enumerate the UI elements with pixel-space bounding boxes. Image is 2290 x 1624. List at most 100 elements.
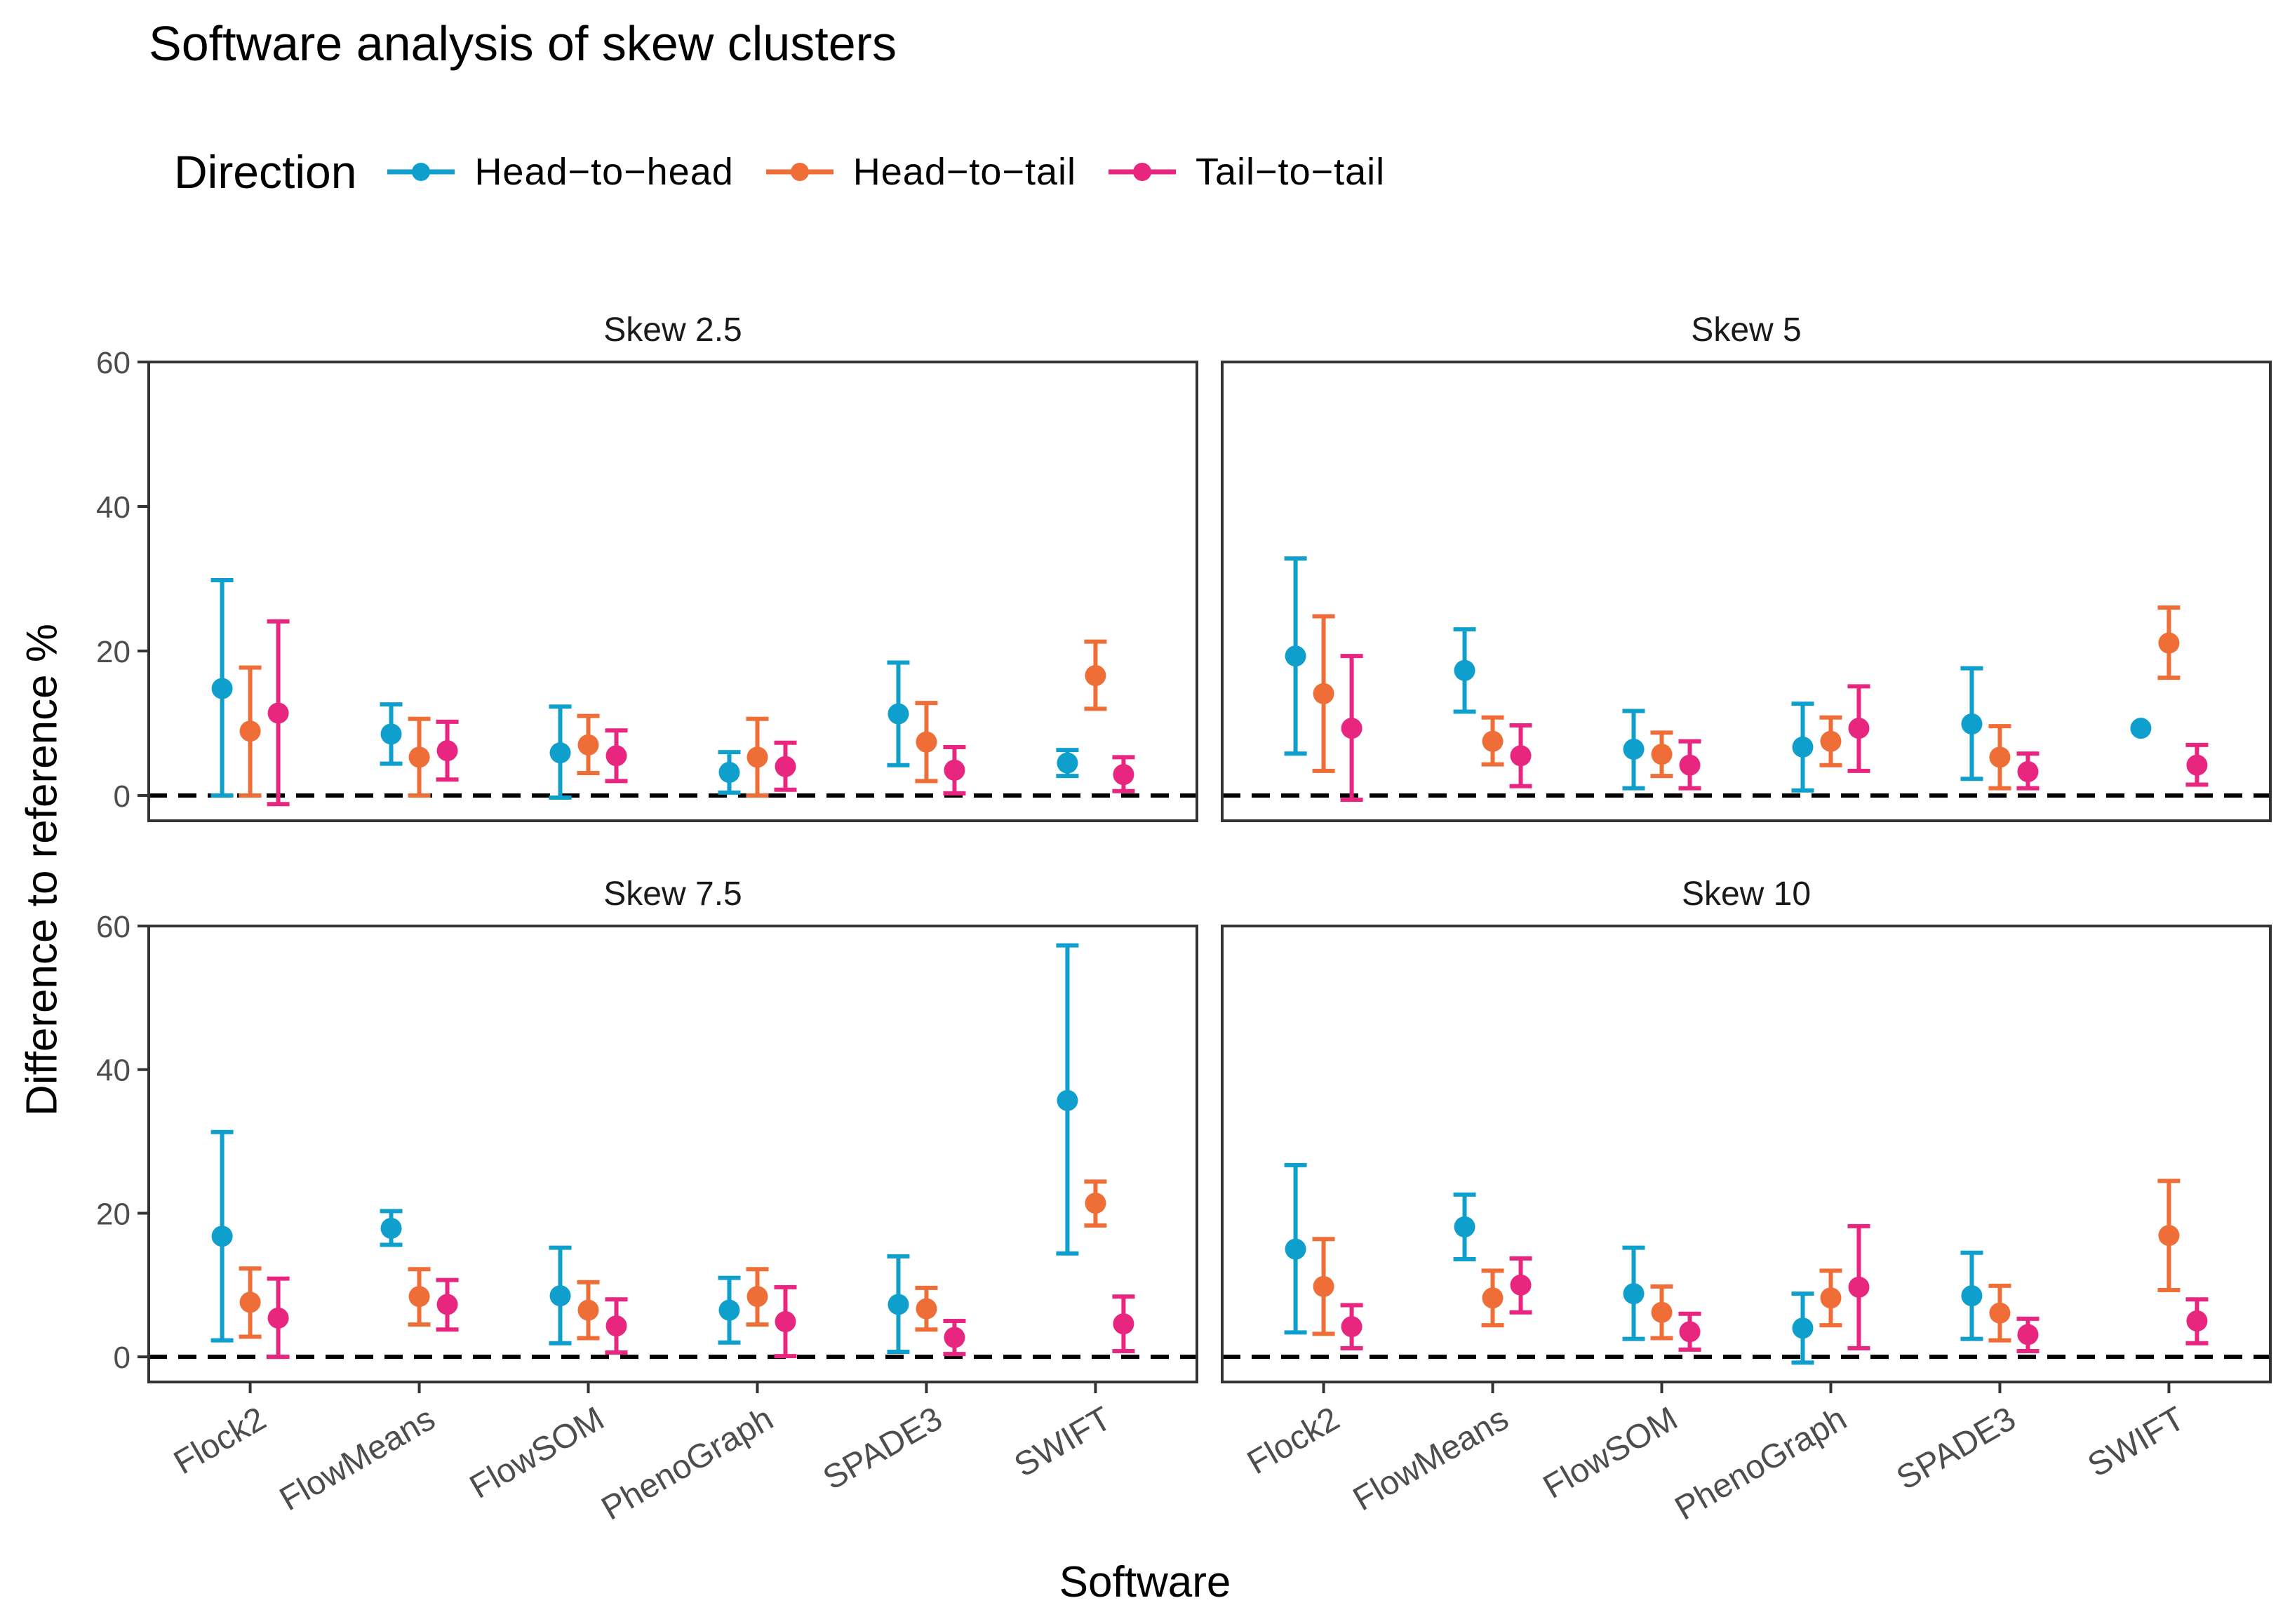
data-point bbox=[211, 1226, 233, 1247]
panel-title: Skew 10 bbox=[1682, 875, 1811, 913]
legend-title: Direction bbox=[174, 146, 357, 198]
series-tail-to-tail bbox=[267, 619, 1135, 807]
panel-border bbox=[147, 361, 1198, 822]
data-point bbox=[1989, 1302, 2011, 1324]
data-point bbox=[239, 1291, 261, 1313]
data-point bbox=[436, 740, 458, 762]
data-point bbox=[408, 746, 430, 768]
data-point bbox=[1482, 730, 1504, 752]
data-point bbox=[775, 1311, 796, 1333]
y-axis-label: Difference to reference % bbox=[18, 624, 67, 1116]
data-point bbox=[1961, 713, 1983, 734]
x-axis-label: Software bbox=[1059, 1558, 1231, 1606]
y-tick-label: 40 bbox=[96, 490, 130, 525]
data-point bbox=[1341, 1316, 1362, 1338]
data-point bbox=[2130, 718, 2152, 739]
legend-key-head-to-tail bbox=[765, 163, 833, 181]
x-tick-label: SPADE3 bbox=[817, 1400, 948, 1498]
data-point bbox=[1651, 744, 1673, 765]
x-tick-label: PhenoGraph bbox=[596, 1400, 779, 1528]
legend-label-head-to-head: Head−to−head bbox=[474, 151, 734, 193]
data-point bbox=[1285, 645, 1306, 667]
data-point bbox=[2186, 1310, 2208, 1331]
data-point bbox=[1623, 1283, 1645, 1305]
x-tick-label: FlowSOM bbox=[1537, 1400, 1684, 1506]
data-point bbox=[1510, 745, 1532, 767]
data-point bbox=[1989, 746, 2011, 768]
data-point bbox=[1057, 1089, 1078, 1111]
data-point bbox=[944, 759, 965, 781]
legend-key-tail-to-tail bbox=[1109, 163, 1176, 181]
legend: Direction Head−to−head Head−to−tail Tail… bbox=[174, 140, 1416, 203]
data-point bbox=[549, 1285, 571, 1307]
y-tick-label: 0 bbox=[114, 1341, 130, 1375]
data-point bbox=[1679, 1321, 1701, 1343]
series-head-to-head bbox=[1284, 556, 2152, 793]
x-tick-label: SPADE3 bbox=[1890, 1400, 2021, 1498]
panel-title: Skew 5 bbox=[1691, 311, 1801, 349]
data-point bbox=[380, 723, 402, 745]
series-head-to-head bbox=[1284, 1162, 1983, 1365]
data-point bbox=[1454, 1216, 1475, 1237]
series-tail-to-tail bbox=[1340, 1223, 2209, 1353]
panel-title: Skew 2.5 bbox=[603, 311, 742, 349]
data-point bbox=[746, 746, 768, 768]
data-point bbox=[605, 1315, 627, 1337]
y-tick-label: 60 bbox=[96, 910, 130, 944]
data-point bbox=[436, 1294, 458, 1315]
chart-title: Software analysis of skew clusters bbox=[149, 16, 897, 71]
data-point bbox=[2017, 760, 2039, 782]
series-head-to-tail bbox=[1312, 1179, 2181, 1343]
data-point bbox=[1313, 1275, 1334, 1297]
data-point bbox=[577, 1299, 599, 1321]
legend-label-tail-to-tail: Tail−to−tail bbox=[1196, 151, 1386, 193]
y-tick-label: 20 bbox=[96, 635, 130, 669]
series-head-to-tail bbox=[1312, 605, 2181, 791]
panel-border bbox=[1221, 925, 2272, 1383]
data-point bbox=[1482, 1287, 1504, 1309]
data-point bbox=[1085, 1193, 1106, 1214]
series-tail-to-tail bbox=[1340, 654, 2209, 803]
y-tick-label: 60 bbox=[96, 346, 130, 380]
data-point bbox=[2158, 632, 2180, 654]
data-point bbox=[1679, 754, 1701, 776]
data-point bbox=[1113, 764, 1134, 786]
panel-skew-7-5: Skew 7.5 0 20 40 60 Flock2 FlowMeans FlowSOMPhe… bbox=[96, 875, 1198, 1528]
legend-item-head-to-head: Head−to−head bbox=[386, 150, 733, 194]
x-tick-label: FlowMeans bbox=[1347, 1400, 1515, 1519]
data-point bbox=[916, 1298, 937, 1320]
data-point bbox=[916, 731, 937, 753]
data-point bbox=[1651, 1301, 1673, 1323]
data-point bbox=[1285, 1238, 1306, 1260]
data-point bbox=[408, 1286, 430, 1308]
x-tick-label: Flock2 bbox=[1241, 1400, 1346, 1482]
data-point bbox=[577, 734, 599, 756]
data-point bbox=[1510, 1274, 1532, 1296]
data-point bbox=[1961, 1285, 1983, 1307]
series-head-to-tail bbox=[239, 639, 1107, 798]
data-point bbox=[1057, 752, 1078, 774]
x-tick-label: Flock2 bbox=[168, 1400, 272, 1482]
data-point bbox=[888, 1294, 909, 1315]
data-point bbox=[1085, 664, 1106, 686]
data-point bbox=[1792, 1317, 1814, 1339]
x-tick-label: FlowMeans bbox=[274, 1400, 441, 1519]
panel-border bbox=[1221, 361, 2272, 822]
data-point bbox=[1623, 739, 1645, 760]
panel-skew-5: Skew 5 bbox=[1221, 311, 2272, 822]
data-point bbox=[380, 1217, 402, 1239]
series-head-to-head bbox=[210, 578, 1079, 800]
panel-skew-2-5: Skew 2.5 0 20 40 60 bbox=[96, 311, 1198, 822]
data-point bbox=[1848, 718, 1870, 739]
series-head-to-tail bbox=[239, 1179, 1107, 1341]
data-point bbox=[1113, 1313, 1134, 1335]
panel-title: Skew 7.5 bbox=[603, 875, 742, 913]
data-point bbox=[1820, 730, 1842, 752]
data-point bbox=[718, 761, 740, 783]
y-tick-label: 0 bbox=[114, 779, 130, 814]
data-point bbox=[1313, 683, 1334, 704]
data-point bbox=[211, 678, 233, 699]
x-tick-label: PhenoGraph bbox=[1669, 1400, 1853, 1528]
data-point bbox=[2158, 1225, 2180, 1247]
